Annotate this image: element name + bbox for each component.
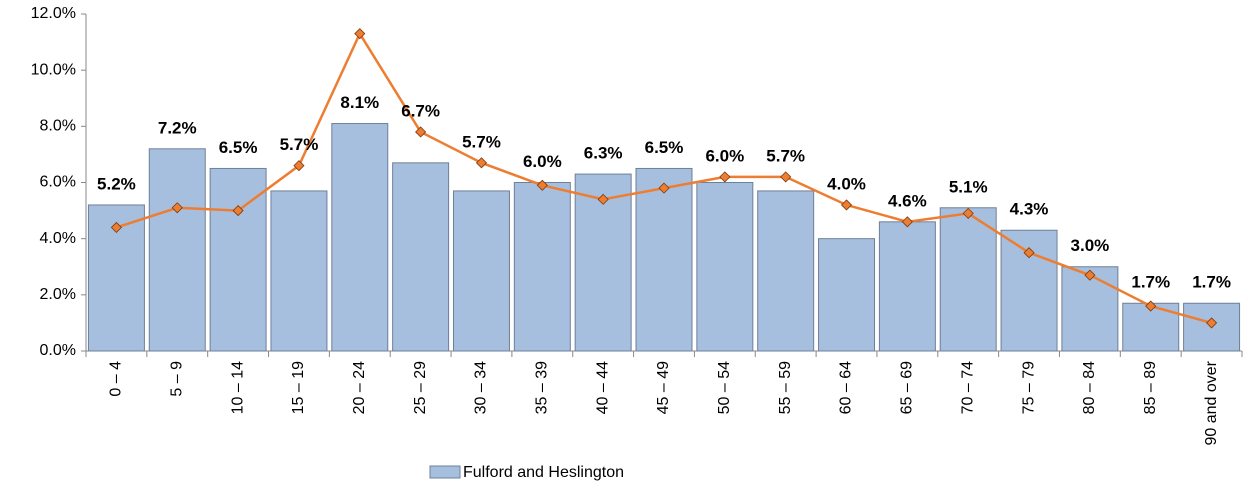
line-marker xyxy=(719,171,731,183)
line-marker xyxy=(658,182,670,194)
x-tick-label: 55 – 59 xyxy=(777,361,794,414)
y-tick-label: 6.0% xyxy=(40,174,76,191)
bar xyxy=(635,167,693,352)
bar xyxy=(270,190,328,352)
bar xyxy=(757,190,815,352)
x-tick-label: 15 – 19 xyxy=(290,361,307,414)
x-tick-label: 35 – 39 xyxy=(534,361,551,414)
line-marker xyxy=(232,205,244,217)
y-tick-label: 10.0% xyxy=(31,61,76,78)
line-marker xyxy=(1084,269,1096,281)
bar xyxy=(818,238,876,352)
value-label: 1.7% xyxy=(1192,273,1231,292)
x-tick-label: 80 – 84 xyxy=(1081,361,1098,414)
x-tick-label: 0 – 4 xyxy=(108,361,125,397)
line-marker xyxy=(415,126,427,138)
value-label: 6.5% xyxy=(645,138,684,157)
value-label: 5.1% xyxy=(949,177,988,196)
line-marker xyxy=(171,202,183,214)
value-label: 5.7% xyxy=(766,146,805,165)
bar xyxy=(878,221,936,352)
value-label: 6.7% xyxy=(401,101,440,120)
value-label: 7.2% xyxy=(158,118,197,137)
bar xyxy=(331,123,389,352)
value-label: 5.2% xyxy=(97,174,136,193)
value-label: 4.6% xyxy=(888,191,927,210)
line-marker xyxy=(1145,300,1157,312)
bar xyxy=(209,167,267,352)
x-tick-label: 70 – 74 xyxy=(959,361,976,414)
value-label: 8.1% xyxy=(340,93,379,112)
value-label: 6.0% xyxy=(523,152,562,171)
x-tick-label: 20 – 24 xyxy=(351,361,368,414)
y-tick-label: 4.0% xyxy=(40,230,76,247)
x-tick-label: 60 – 64 xyxy=(838,361,855,414)
bar xyxy=(1061,266,1119,352)
x-tick-label: 85 – 89 xyxy=(1142,361,1159,414)
bar xyxy=(939,207,997,352)
line-marker xyxy=(110,221,122,233)
value-label: 6.3% xyxy=(584,144,623,163)
value-label: 3.0% xyxy=(1071,236,1110,255)
value-label: 5.7% xyxy=(280,135,319,154)
legend-swatch xyxy=(429,465,461,479)
x-tick-label: 65 – 69 xyxy=(899,361,916,414)
x-tick-label: 5 – 9 xyxy=(168,361,185,397)
value-label: 4.3% xyxy=(1010,200,1049,219)
x-tick-label: 40 – 44 xyxy=(594,361,611,414)
bar xyxy=(452,190,510,352)
bar xyxy=(392,162,450,352)
line-marker xyxy=(780,171,792,183)
line-marker xyxy=(536,179,548,191)
x-tick-label: 50 – 54 xyxy=(716,361,733,414)
value-label: 6.5% xyxy=(219,138,258,157)
x-tick-label: 30 – 34 xyxy=(473,361,490,414)
line-marker xyxy=(1023,247,1035,259)
line-marker xyxy=(1206,317,1218,329)
y-tick-label: 12.0% xyxy=(31,5,76,22)
bar xyxy=(148,148,206,352)
x-tick-label: 75 – 79 xyxy=(1020,361,1037,414)
bar xyxy=(696,182,754,352)
y-tick-label: 2.0% xyxy=(40,286,76,303)
y-tick-label: 0.0% xyxy=(40,342,76,359)
line-marker xyxy=(293,160,305,172)
line-marker xyxy=(962,207,974,219)
value-label: 1.7% xyxy=(1131,273,1170,292)
x-tick-label: 25 – 29 xyxy=(412,361,429,414)
x-tick-label: 10 – 14 xyxy=(229,361,246,414)
legend-label: Fulford and Heslington xyxy=(463,464,624,481)
line-marker xyxy=(354,28,366,40)
value-label: 5.7% xyxy=(462,132,501,151)
y-tick-label: 8.0% xyxy=(40,118,76,135)
x-tick-label: 45 – 49 xyxy=(655,361,672,414)
line-marker xyxy=(475,157,488,169)
x-tick-label: 90 and over xyxy=(1203,360,1220,445)
line-marker xyxy=(597,193,609,205)
value-label: 6.0% xyxy=(705,146,744,165)
line-marker xyxy=(840,199,853,211)
bar xyxy=(513,182,571,352)
value-label: 4.0% xyxy=(827,174,866,193)
line-marker xyxy=(901,216,913,228)
